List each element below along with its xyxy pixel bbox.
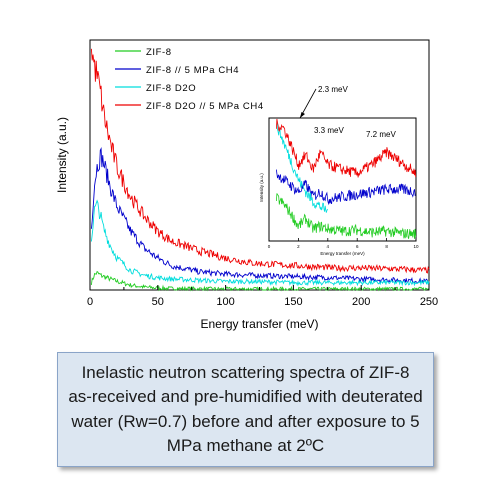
caption-text: Inelastic neutron scattering spectra of … [68, 363, 423, 455]
main-legend: ZIF-8 ZIF-8 // 5 MPa CH4 ZIF-8 D2O ZIF-8 D2… [115, 47, 264, 112]
inset-series-line-1 [276, 169, 416, 206]
inset-series-line-3 [276, 118, 417, 178]
main-x-tick-label-1: 50 [152, 296, 164, 308]
main-x-tick-label-3: 150 [284, 296, 302, 308]
legend-label-3: ZIF-8 D2O // 5 MPa CH4 [146, 101, 264, 112]
inset-y-axis-label: Intensity (a.u.) [259, 173, 264, 202]
inset-annotation-0: 2.3 meV [318, 85, 348, 94]
legend-label-1: ZIF-8 // 5 MPa CH4 [146, 65, 239, 76]
annotation-arrowhead [300, 112, 305, 118]
main-series-line-2 [90, 199, 430, 287]
inset-x-tick-label-5: 10 [413, 244, 419, 249]
inset-x-tick-label-1: 2 [297, 244, 300, 249]
inset-plot: 0 2 4 6 8 10 Energy transfer (meV) Intensity (a… [259, 85, 419, 256]
main-x-tick-label-0: 0 [87, 296, 93, 308]
main-x-tick-label-5: 250 [420, 296, 438, 308]
inset-series-line-0 [276, 193, 417, 239]
main-x-tick-label-4: 200 [352, 296, 370, 308]
inset-x-tick-label-2: 4 [327, 244, 330, 249]
inset-annotation-1: 3.3 meV [314, 126, 344, 135]
legend-label-2: ZIF-8 D2O [146, 83, 196, 94]
legend-label-0: ZIF-8 [146, 47, 172, 58]
inset-x-tick-label-3: 6 [356, 244, 359, 249]
inset-x-tick-label-0: 0 [268, 244, 271, 249]
inset-x-axis-label: Energy transfer (meV) [320, 251, 365, 256]
caption-box: Inelastic neutron scattering spectra of … [57, 352, 434, 467]
main-y-axis-label: Intensity (a.u.) [55, 117, 69, 193]
inset-x-tick-label-4: 8 [385, 244, 388, 249]
main-series-line-3 [90, 48, 430, 274]
inset-series-line-2 [276, 120, 328, 213]
main-x-axis-label: Energy transfer (meV) [200, 317, 318, 331]
main-x-tick-label-2: 100 [216, 296, 234, 308]
inset-annotation-2: 7.2 meV [366, 130, 396, 139]
main-series-line-0 [90, 270, 430, 292]
main-series-line-1 [90, 146, 430, 285]
